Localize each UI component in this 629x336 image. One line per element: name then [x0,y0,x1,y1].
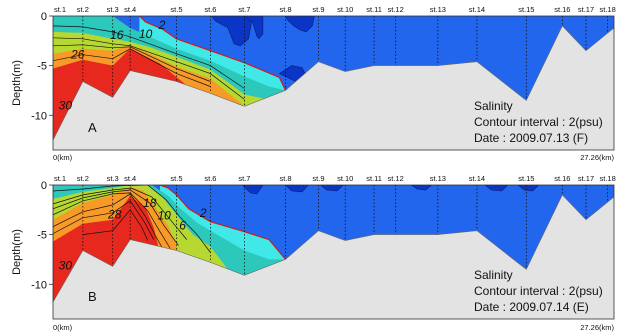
x-start-label: 0(km) [53,153,73,162]
isohaline [53,44,211,82]
contour-interval-label: Contour interval : 2(psu) [474,284,603,298]
low-salinity-cell [241,185,264,195]
station-label: st.4 [124,5,136,14]
station-label: st.16 [554,174,570,183]
station-label: st.2 [77,174,89,183]
station-label: st.3 [107,5,119,14]
station-label: st.1 [54,5,66,14]
station-label: st.13 [430,174,446,183]
station-label: st.12 [388,174,404,183]
station-label: st.1 [54,174,66,183]
low-salinity-cell [285,16,315,33]
station-label: st.6 [204,5,216,14]
station-label: st.9 [312,5,324,14]
y-tick-label: 0 [41,180,47,192]
contour-label: 30 [59,258,73,272]
contour-label: 26 [70,48,85,62]
station-label: st.5 [170,174,182,183]
y-tick-label: -5 [37,230,47,242]
contour-label: 28 [107,208,122,222]
panel-letter: A [88,120,97,135]
station-label: st.4 [124,174,136,183]
x-end-label: 27.26(km) [580,153,614,162]
station-label: st.15 [518,5,534,14]
station-label: st.12 [388,5,404,14]
station-label: st.2 [77,5,89,14]
variable-label: Salinity [474,99,513,113]
low-salinity-cell [243,16,264,40]
x-end-label: 27.26(km) [580,323,614,332]
seabed-outline [52,194,615,303]
variable-label: Salinity [474,268,513,282]
plot-frame [52,184,615,320]
station-label: st.16 [554,5,570,14]
seabed-outline [52,25,615,141]
low-salinity-cell [410,185,433,191]
contour-label: 16 [110,28,124,42]
salinity-front-line [138,16,287,91]
y-axis-label: Depth(m) [11,60,23,106]
contour-label: 30 [59,98,73,112]
salinity-front-line [159,185,286,260]
date-label: Date : 2009.07.14 (E) [474,300,589,314]
station-label: st.9 [312,174,324,183]
contour-interval-label: Contour interval : 2(psu) [474,115,603,129]
station-label: st.10 [337,5,353,14]
low-salinity-cell [517,185,540,192]
station-label: st.8 [280,174,292,183]
station-label: st.6 [204,174,216,183]
x-start-label: 0(km) [53,323,73,332]
low-salinity-cell [319,185,344,192]
contour-label: 6 [179,219,186,233]
y-tick-label: -5 [37,61,47,73]
contour-label: 18 [143,196,157,210]
contour-label: 2 [158,18,166,32]
isohaline [53,48,211,87]
panel-letter: B [88,289,97,304]
isohaline [53,185,211,253]
station-label: st.14 [469,174,485,183]
isohaline [53,193,163,248]
station-label: st.10 [337,174,353,183]
isohaline [53,37,245,100]
station-label: st.5 [170,5,182,14]
station-label: st.11 [366,174,382,183]
station-label: st.15 [518,174,534,183]
station-label: st.13 [430,5,446,14]
station-label: st.8 [280,5,292,14]
y-tick-label: 0 [41,11,47,23]
station-label: st.17 [578,174,594,183]
plot-frame [52,15,615,151]
station-label: st.7 [238,5,250,14]
date-label: Date : 2009.07.13 (F) [474,131,588,145]
station-label: st.17 [578,5,594,14]
isohaline [53,187,188,240]
station-label: st.11 [366,5,382,14]
low-salinity-cell [484,185,509,192]
panel-a: 30 26 16 10 2 st.1 st.2 st.3 st.4 st.5 st.6 st.7 st.… [11,5,616,162]
y-axis-label: Depth(m) [11,229,23,275]
station-label: st.3 [107,174,119,183]
y-tick-label: -10 [31,110,47,122]
station-label: st.18 [599,174,615,183]
y-tick-label: -10 [31,279,47,291]
station-label: st.14 [469,5,485,14]
low-salinity-cell [284,185,309,193]
isohaline [53,200,155,240]
contour-label: 10 [139,27,153,41]
contour-label: 2 [199,206,207,220]
low-salinity-cell [278,65,307,82]
contour-label: 10 [157,209,171,223]
station-label: st.7 [238,174,250,183]
station-label: st.18 [599,5,615,14]
